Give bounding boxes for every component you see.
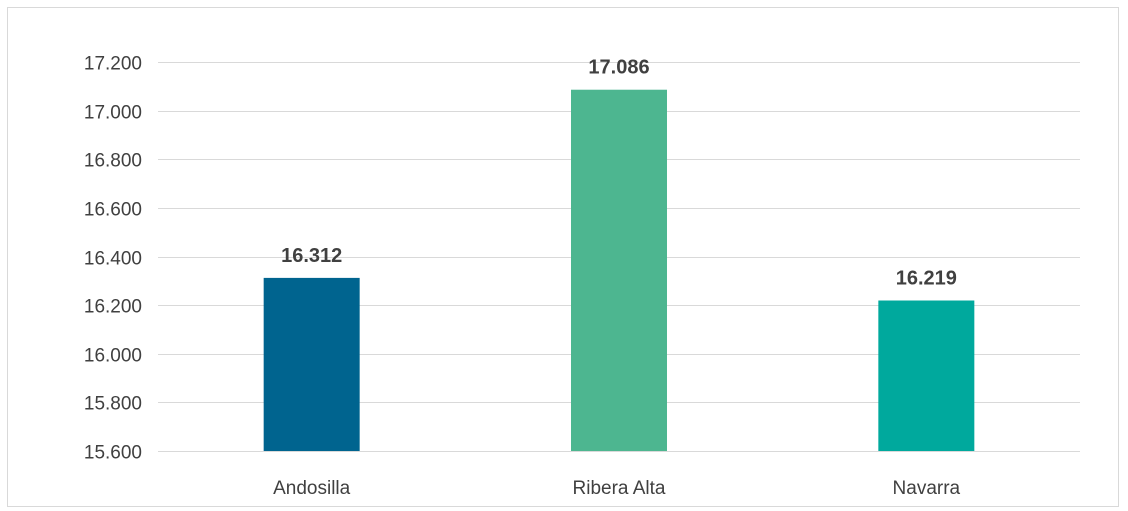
data-label: 16.219: [896, 268, 957, 290]
y-tick-label: 16.600: [84, 200, 142, 221]
y-tick-label: 17.000: [84, 103, 142, 124]
x-category-label: Andosilla: [273, 478, 351, 499]
data-label: 17.086: [588, 57, 649, 79]
y-tick-label: 16.000: [84, 346, 142, 367]
bar: [571, 89, 667, 451]
y-tick-label: 17.200: [84, 54, 142, 75]
x-category-label: Ribera Alta: [573, 478, 666, 499]
bar: [263, 277, 360, 451]
y-tick-label: 15.800: [84, 394, 142, 415]
data-label: 16.312: [281, 245, 342, 267]
y-tick-label: 15.600: [84, 443, 142, 464]
y-tick-label: 16.800: [84, 151, 142, 172]
x-category-label: Navarra: [893, 478, 961, 499]
y-tick-label: 16.400: [84, 249, 142, 270]
bar: [878, 300, 975, 451]
y-tick-label: 16.200: [84, 297, 142, 318]
